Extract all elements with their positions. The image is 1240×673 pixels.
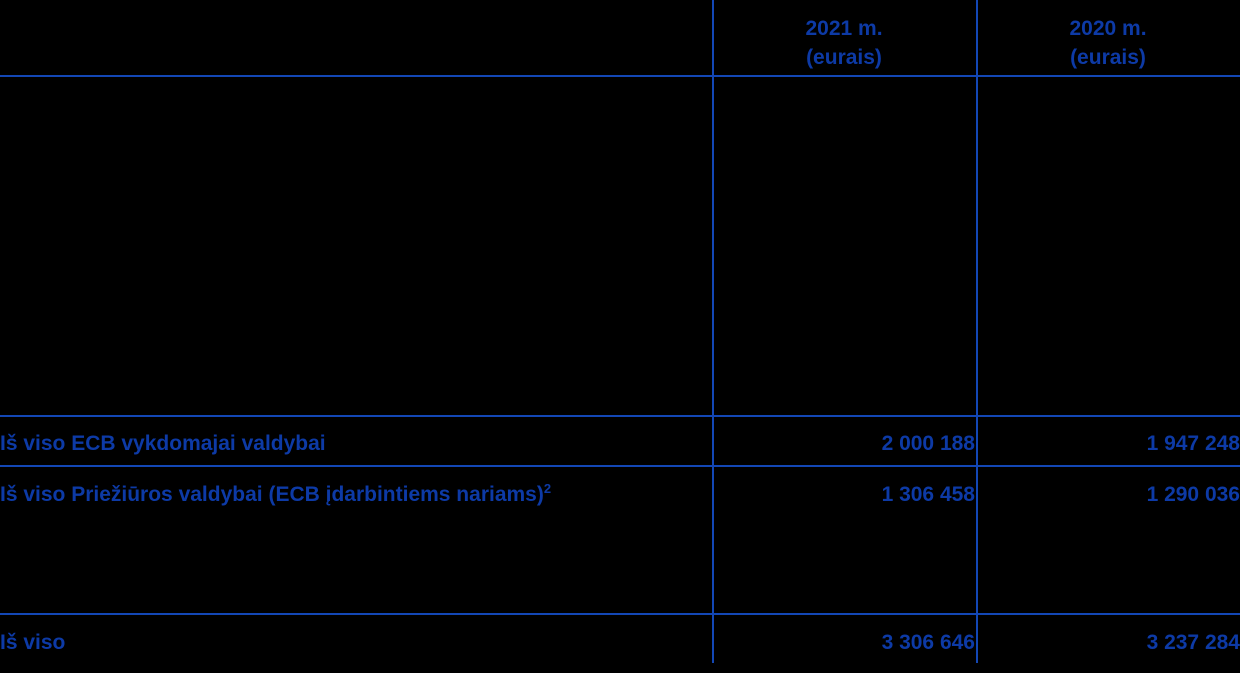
column-header-2020-year: 2020 m. (1069, 17, 1147, 40)
column-divider-2021 (712, 0, 714, 663)
total-row-top-rule (0, 613, 1240, 615)
cell-supervisory-board-2021: 1 306 458 (881, 483, 975, 506)
row-label-ecb-executive-board: Iš viso ECB vykdomajai valdybai (0, 432, 326, 455)
column-header-2021-year: 2021 m. (805, 17, 883, 40)
footnote-marker-2: 2 (543, 481, 552, 496)
row-label-supervisory-board-text: Iš viso Priežiūros valdybai (ECB įdarbin… (0, 483, 544, 506)
cell-supervisory-board-2020: 1 290 036 (1146, 483, 1240, 506)
column-divider-2020 (976, 0, 978, 663)
cell-ecb-executive-board-2021: 2 000 188 (881, 432, 975, 455)
cell-total-2020: 3 237 284 (1146, 631, 1240, 654)
cell-total-2021: 3 306 646 (881, 631, 975, 654)
row-label-total: Iš viso (0, 631, 66, 654)
column-header-2020: 2020 m. (eurais) (976, 14, 1240, 72)
row-label-supervisory-board: Iš viso Priežiūros valdybai (ECB įdarbin… (0, 482, 700, 508)
row2-top-rule (0, 465, 1240, 467)
column-header-2021-unit: (eurais) (806, 46, 882, 69)
row1-top-rule (0, 415, 1240, 417)
header-bottom-rule (0, 75, 1240, 77)
column-header-2020-unit: (eurais) (1070, 46, 1146, 69)
cell-ecb-executive-board-2020: 1 947 248 (1146, 432, 1240, 455)
column-header-2021: 2021 m. (eurais) (712, 14, 976, 72)
